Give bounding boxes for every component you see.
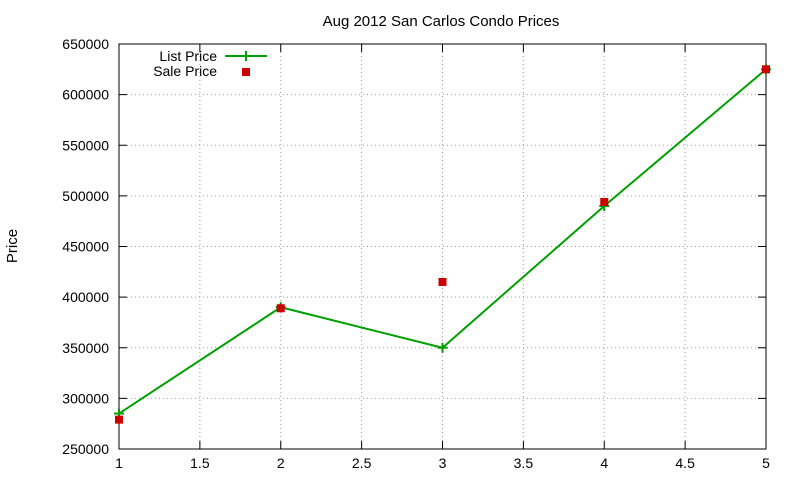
- data-point-sale-price: [276, 304, 285, 313]
- y-tick-label: 350000: [62, 340, 109, 356]
- data-point-sale-price: [762, 65, 770, 74]
- data-point-sale-price: [600, 197, 609, 206]
- x-tick-label: 3.5: [514, 455, 534, 471]
- data-point-sale-price: [115, 415, 123, 424]
- y-tick-label: 300000: [62, 390, 109, 406]
- x-tick-label: 4: [600, 455, 608, 471]
- data-point-list-price: [437, 342, 448, 353]
- y-tick-label: 400000: [62, 289, 109, 305]
- y-axis-label: Price: [4, 229, 21, 263]
- y-tick-label: 250000: [62, 441, 109, 457]
- x-tick-label: 4.5: [675, 455, 695, 471]
- legend-marker-sale-price: [242, 68, 250, 76]
- legend-label-sale-price: Sale Price: [153, 63, 217, 79]
- x-tick-label: 1: [115, 455, 123, 471]
- y-tick-label: 600000: [62, 87, 109, 103]
- plot-series: [114, 64, 771, 424]
- axes: 1 1.5 2 2.5 3 3.5 4 4.5 5 250000 300000 350000 40000…: [62, 36, 770, 471]
- data-point-sale-price: [438, 277, 447, 286]
- y-tick-label: 450000: [62, 239, 109, 255]
- x-tick-label: 2: [277, 455, 285, 471]
- y-tick-label: 500000: [62, 188, 109, 204]
- y-tick-label: 550000: [62, 137, 109, 153]
- x-tick-label: 2.5: [352, 455, 372, 471]
- y-tick-label: 650000: [62, 36, 109, 52]
- x-tick-label: 1.5: [190, 455, 210, 471]
- x-tick-label: 3: [439, 455, 447, 471]
- legend-label-list-price: List Price: [159, 48, 217, 64]
- grid: [119, 44, 766, 449]
- chart-title: Aug 2012 San Carlos Condo Prices: [323, 13, 560, 30]
- x-tick-label: 5: [762, 455, 770, 471]
